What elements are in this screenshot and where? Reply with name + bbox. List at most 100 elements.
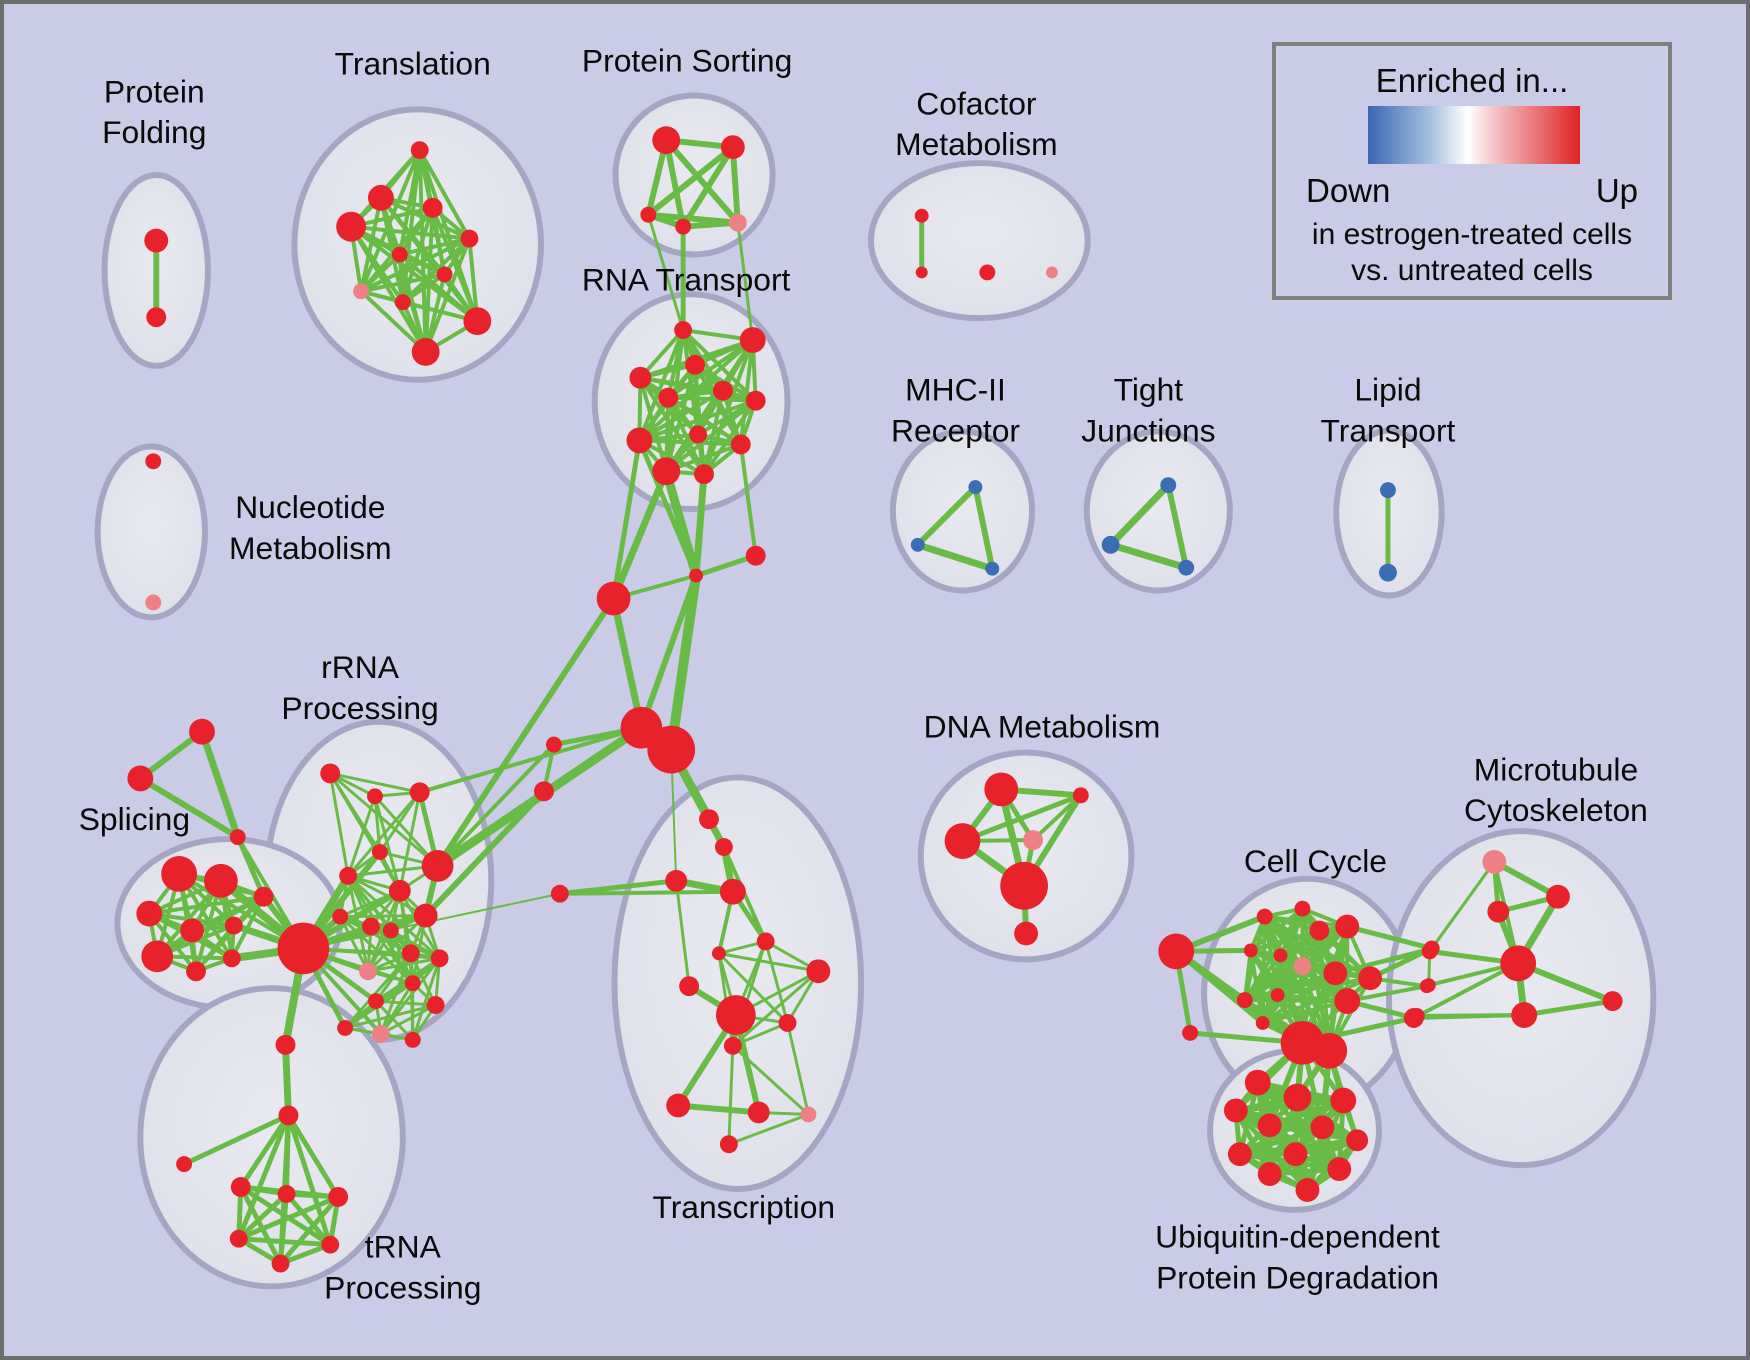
node-mh3[interactable] — [985, 561, 1000, 576]
node-h2[interactable] — [277, 1185, 296, 1203]
node-rt6[interactable] — [712, 380, 733, 401]
node-d5[interactable] — [1000, 861, 1048, 910]
node-s3[interactable] — [640, 206, 657, 223]
node-rt10[interactable] — [730, 434, 751, 455]
node-r3[interactable] — [409, 782, 430, 803]
node-tx9[interactable] — [723, 1036, 742, 1055]
node-nm2[interactable] — [145, 594, 162, 611]
node-tx7[interactable] — [715, 995, 756, 1035]
node-trn0[interactable] — [278, 1105, 299, 1126]
node-cc17[interactable] — [1311, 1032, 1348, 1069]
node-rt5[interactable] — [658, 387, 679, 408]
node-r9[interactable] — [332, 908, 349, 925]
node-cm1[interactable] — [914, 208, 929, 223]
node-d6[interactable] — [1014, 921, 1039, 946]
node-r2[interactable] — [367, 788, 383, 805]
node-cc8[interactable] — [1273, 948, 1288, 963]
node-m6[interactable] — [1500, 945, 1537, 982]
node-sp2[interactable] — [203, 863, 238, 898]
node-t11[interactable] — [411, 338, 440, 366]
node-u2[interactable] — [1283, 1083, 1312, 1112]
node-u4[interactable] — [1223, 1098, 1248, 1123]
node-r11[interactable] — [382, 922, 399, 939]
node-u1[interactable] — [1244, 1069, 1271, 1096]
node-t10[interactable] — [463, 307, 492, 336]
node-rt1[interactable] — [674, 321, 693, 340]
node-pf2[interactable] — [146, 307, 167, 328]
node-t9[interactable] — [394, 294, 411, 311]
node-tj1[interactable] — [1160, 477, 1177, 494]
node-m1[interactable] — [1482, 849, 1507, 874]
node-lt2[interactable] — [1379, 563, 1397, 582]
node-cc7[interactable] — [1243, 943, 1258, 958]
node-t3[interactable] — [422, 197, 443, 218]
node-p2[interactable] — [371, 1024, 390, 1043]
node-r7[interactable] — [388, 879, 411, 902]
node-cc13[interactable] — [1270, 988, 1285, 1003]
node-sp7[interactable] — [186, 961, 206, 982]
node-u8[interactable] — [1227, 1142, 1252, 1167]
node-h5[interactable] — [321, 1235, 340, 1254]
node-tx10[interactable] — [666, 1093, 691, 1118]
node-m7[interactable] — [1602, 991, 1623, 1012]
node-tx13[interactable] — [719, 1135, 738, 1154]
node-rrh[interactable] — [277, 922, 330, 975]
node-cc6[interactable] — [1335, 914, 1360, 939]
node-s1[interactable] — [652, 126, 681, 155]
node-u7[interactable] — [1346, 1129, 1369, 1152]
node-tx11[interactable] — [747, 1101, 770, 1124]
node-trni[interactable] — [176, 1156, 193, 1173]
node-rt2[interactable] — [739, 327, 766, 353]
node-j5[interactable] — [534, 781, 554, 802]
node-d4[interactable] — [1023, 830, 1044, 850]
node-m4[interactable] — [1421, 943, 1438, 960]
node-rt9[interactable] — [626, 427, 653, 454]
node-cc2[interactable] — [1182, 1024, 1199, 1041]
node-h4[interactable] — [229, 1229, 248, 1248]
node-u6[interactable] — [1310, 1115, 1335, 1140]
node-u11[interactable] — [1257, 1162, 1282, 1187]
node-sp4[interactable] — [180, 918, 204, 943]
node-c1[interactable] — [699, 809, 719, 830]
node-d2[interactable] — [1072, 787, 1089, 804]
node-sp8[interactable] — [222, 949, 241, 968]
node-cc3[interactable] — [1256, 908, 1273, 925]
node-cc9[interactable] — [1293, 957, 1312, 976]
node-cc11[interactable] — [1358, 966, 1382, 991]
node-tx2[interactable] — [719, 878, 746, 905]
node-m5[interactable] — [1421, 978, 1436, 993]
node-rt4[interactable] — [629, 366, 652, 389]
node-cm3[interactable] — [979, 264, 996, 281]
node-r13[interactable] — [401, 944, 420, 963]
node-rt12[interactable] — [694, 464, 714, 485]
node-cc1[interactable] — [1158, 933, 1195, 970]
node-sp9[interactable] — [253, 886, 274, 907]
node-tx6[interactable] — [679, 976, 700, 997]
node-r14[interactable] — [430, 949, 449, 968]
node-r19[interactable] — [404, 1031, 421, 1048]
node-cm2[interactable] — [915, 266, 928, 279]
node-rt7[interactable] — [745, 390, 766, 411]
node-t8[interactable] — [353, 283, 369, 300]
node-d3[interactable] — [944, 823, 981, 859]
node-hub2[interactable] — [647, 725, 696, 774]
node-cc10[interactable] — [1323, 961, 1348, 986]
node-sp1[interactable] — [161, 855, 198, 892]
node-cm4[interactable] — [1045, 266, 1058, 279]
node-tj3[interactable] — [1178, 559, 1195, 576]
node-m8[interactable] — [1511, 1002, 1538, 1028]
node-t6[interactable] — [391, 246, 408, 263]
node-u5[interactable] — [1257, 1113, 1282, 1138]
node-tri2[interactable] — [127, 765, 154, 792]
node-cc5[interactable] — [1309, 920, 1330, 941]
node-tx12[interactable] — [800, 1106, 817, 1123]
node-rt11[interactable] — [652, 457, 681, 486]
node-tx8[interactable] — [778, 1014, 797, 1032]
node-d1[interactable] — [984, 772, 1019, 807]
node-j3[interactable] — [596, 581, 631, 616]
node-nm1[interactable] — [145, 453, 162, 470]
node-u3[interactable] — [1330, 1087, 1357, 1114]
node-trnm[interactable] — [275, 1034, 296, 1055]
node-r5[interactable] — [421, 849, 454, 882]
node-mh1[interactable] — [968, 480, 983, 495]
